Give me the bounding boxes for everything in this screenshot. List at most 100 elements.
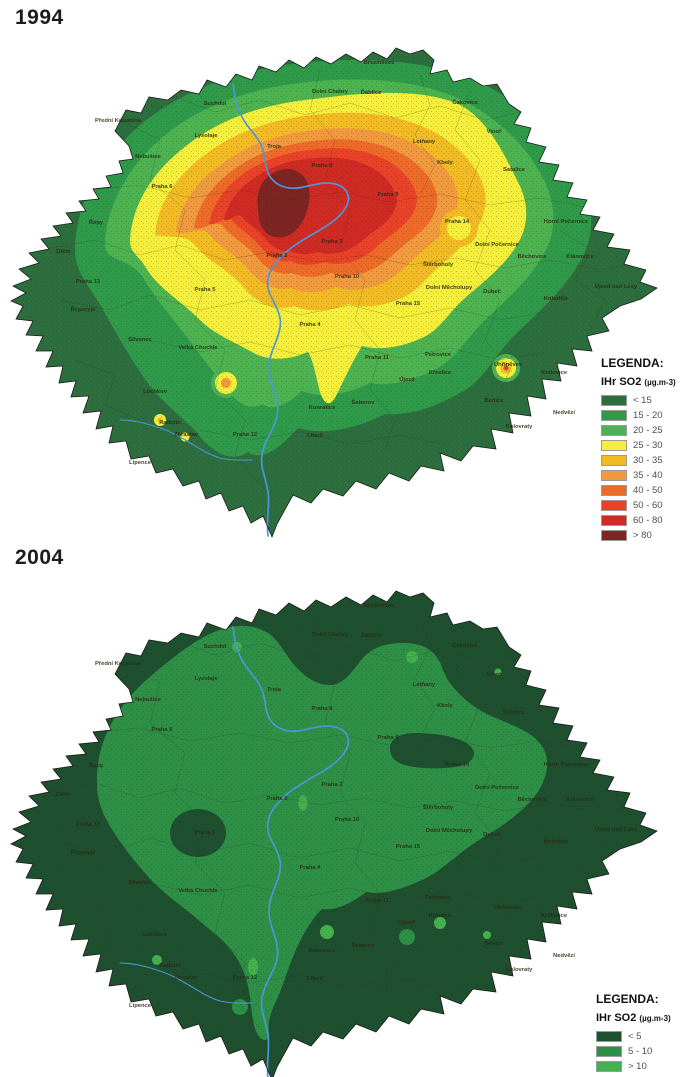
legend-swatch: [601, 424, 627, 436]
pollution-map-1994: Přední Kopanina Nebušice Suchdol Lysolaje Tr…: [10, 47, 658, 538]
district-label: Nedvězí: [553, 410, 575, 416]
district-label: Řepy: [89, 761, 104, 769]
district-label: Slivenec: [128, 337, 152, 343]
district-label: Praha 14: [445, 762, 470, 768]
district-label: Praha 13: [76, 279, 101, 285]
district-label: Praha 10: [335, 274, 359, 280]
district-label: Lochkov: [143, 389, 168, 395]
district-label: Praha 5: [195, 830, 217, 836]
district-label: Řeporyje: [71, 848, 97, 856]
district-label: Dolní Počernice: [475, 242, 520, 248]
legend-swatch: [601, 514, 627, 526]
district-label: Řepy: [89, 218, 104, 226]
district-label: Koloděje: [544, 839, 569, 845]
district-label: Vinoř: [487, 672, 502, 678]
district-label: Křeslice: [429, 370, 452, 376]
legend-swatch: [596, 1030, 622, 1042]
district-label: Praha 14: [445, 219, 470, 225]
legend-item: > 10: [596, 1059, 691, 1073]
district-label: Praha 12: [233, 432, 257, 438]
district-label: Praha 11: [365, 355, 390, 361]
district-label: Satalice: [503, 167, 526, 173]
district-label: Přední Kopanina: [95, 661, 142, 667]
legend-2004: LEGENDA: IHr SO2 (µg.m-3) < 5 5 - 10 > 10: [596, 992, 691, 1074]
legend-swatch: [601, 439, 627, 451]
legend-item: 15 - 20: [601, 408, 691, 422]
district-label: Řeporyje: [71, 305, 97, 313]
district-label: Běchovice: [518, 254, 548, 260]
district-label: Přední Kopanina: [95, 118, 142, 124]
district-label: Benice: [484, 398, 504, 404]
district-label: Praha 9: [378, 192, 400, 198]
district-label: Lysolaje: [195, 676, 219, 682]
legend-item: > 80: [601, 528, 691, 542]
district-label: Kbely: [437, 160, 454, 166]
district-label: Praha 8: [312, 706, 334, 712]
district-label: Klánovice: [566, 797, 594, 803]
legend-label: > 80: [633, 529, 652, 541]
district-label: Ďáblice: [361, 88, 382, 96]
district-label: Šeberov: [352, 398, 376, 406]
legend-swatch: [596, 1060, 622, 1072]
map-title-2004: 2004: [15, 546, 64, 569]
district-label: Klánovice: [566, 254, 594, 260]
legend-label: 50 - 60: [633, 499, 663, 511]
map-1994-bands: Přední Kopanina Nebušice Suchdol Lysolaje Tr…: [10, 47, 658, 538]
district-label: Praha 11: [365, 898, 390, 904]
legend-item: 35 - 40: [601, 468, 691, 482]
legend-unit: (µg.m-3): [644, 378, 676, 387]
district-label: Praha 8: [312, 163, 334, 169]
district-label: Praha 2: [267, 796, 288, 802]
legend-item: 50 - 60: [601, 498, 691, 512]
district-label: Praha 13: [76, 822, 101, 828]
district-label: Březiněves: [364, 60, 395, 66]
district-label: Letňany: [413, 682, 436, 688]
district-label: Královice: [541, 370, 568, 376]
district-label: Velká Chuchle: [178, 345, 218, 351]
legend-item: 5 - 10: [596, 1044, 691, 1058]
district-label: Zličín: [55, 792, 71, 798]
district-label: Praha 3: [322, 239, 344, 245]
legend-label: 25 - 30: [633, 439, 663, 451]
district-label: Dubeč: [483, 289, 501, 295]
district-label: Štěrboholy: [423, 803, 454, 811]
district-label: Uhříněves: [494, 362, 522, 368]
pollution-map-2004: Přední Kopanina Nebušice Suchdol Lysolaje Tr…: [10, 590, 658, 1077]
legend-swatch: [601, 409, 627, 421]
district-label: Lysolaje: [195, 133, 219, 139]
district-label: Zbraslav: [174, 975, 199, 981]
legend-label: 20 - 25: [633, 424, 663, 436]
legend-parameter: IHr SO2 (µg.m-3): [596, 1012, 671, 1024]
district-label: Ďáblice: [361, 631, 382, 639]
legend-label: 5 - 10: [628, 1045, 653, 1057]
legend-items-1994: < 15 15 - 20 20 - 25 25 - 30 30 - 35 35 - 40 4…: [601, 393, 691, 542]
district-label: Štěrboholy: [423, 260, 454, 268]
district-label: Letňany: [413, 139, 436, 145]
legend-swatch: [601, 499, 627, 511]
legend-swatch: [601, 484, 627, 496]
district-label: Kunratice: [309, 948, 337, 954]
legend-item: 25 - 30: [601, 438, 691, 452]
district-label: Újezd: [399, 376, 415, 383]
district-label: Čakovice: [452, 99, 478, 106]
district-label: Suchdol: [204, 644, 227, 650]
district-label: Petrovice: [425, 352, 452, 358]
district-label: Lipence: [129, 1003, 152, 1009]
district-label: Královice: [541, 913, 568, 919]
district-label: Kolovraty: [506, 967, 534, 973]
legend-items-2004: < 5 5 - 10 > 10: [596, 1029, 691, 1073]
district-label: Koloděje: [544, 296, 569, 302]
legend-swatch: [601, 469, 627, 481]
district-label: Vinoř: [487, 129, 502, 135]
district-label: Dolní Měcholupy: [426, 828, 473, 834]
district-label: Praha 9: [378, 735, 400, 741]
legend-item: < 5: [596, 1029, 691, 1043]
district-label: Dolní Chabry: [312, 89, 349, 95]
district-label: Praha 4: [300, 322, 322, 328]
legend-item: 40 - 50: [601, 483, 691, 497]
legend-swatch: [596, 1045, 622, 1057]
district-label: Běchovice: [518, 797, 548, 803]
district-label: Troja: [267, 687, 282, 693]
legend-item: 20 - 25: [601, 423, 691, 437]
